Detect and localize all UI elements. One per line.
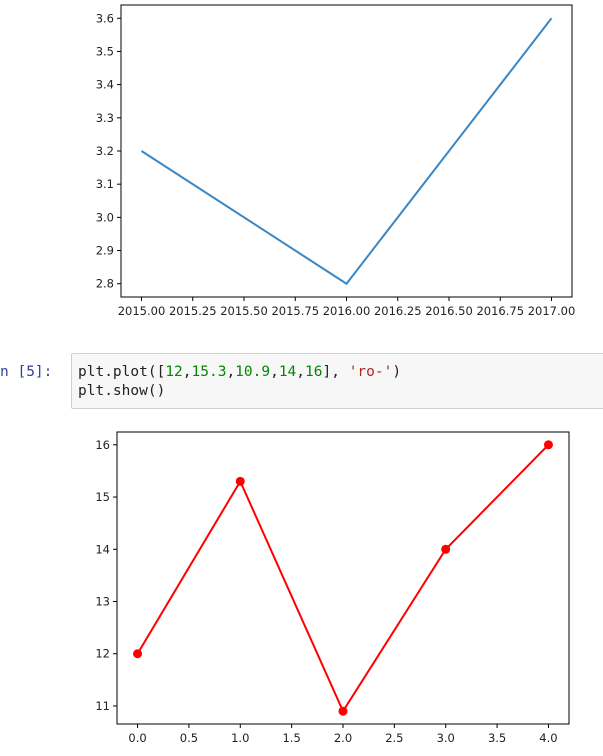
data-point (133, 649, 143, 659)
y-tick-label: 3.4 (96, 78, 114, 92)
x-tick-label: 2016.50 (425, 304, 473, 318)
plot-area-frame (120, 4, 573, 298)
y-tick-label: 3.2 (96, 144, 114, 158)
line-chart-2: 11 12 13 14 15 16 0.0 0.5 1.0 1.5 2.0 2.5 3.0 3.5 4.0 (95, 431, 570, 745)
data-point (441, 544, 451, 554)
y-tick-label: 15 (95, 490, 110, 504)
y-tick-label: 11 (95, 699, 110, 713)
x-tick-label: 2016.00 (323, 304, 371, 318)
y-tick-label: 3.6 (96, 11, 114, 25)
cell-prompt: n [5]: (0, 364, 53, 380)
x-tick-label: 1.5 (282, 731, 300, 745)
code-cell-input[interactable]: plt.plot([12,15.3,10.9,14,16], 'ro-') pl… (71, 353, 603, 409)
x-tick-label: 1.0 (231, 731, 249, 745)
x-tick-label: 0.0 (128, 731, 146, 745)
data-point (235, 476, 245, 486)
series-line (140, 17, 553, 286)
x-tick-label: 2015.25 (169, 304, 217, 318)
series-line (136, 444, 550, 714)
y-tick-label: 3.1 (96, 177, 114, 191)
x-tick-label: 3.0 (437, 731, 455, 745)
x-tick-label: 3.5 (488, 731, 506, 745)
x-tick-label: 0.5 (180, 731, 198, 745)
y-tick-label: 16 (95, 438, 110, 452)
y-tick-label: 3.3 (96, 111, 114, 125)
line-chart-1: 2.82.93.03.13.23.33.43.53.6 2015.00 2015.… (96, 4, 576, 318)
y-tick-label: 13 (95, 595, 110, 609)
y-tick-label: 14 (95, 542, 110, 556)
x-tick-label: 2016.75 (476, 304, 524, 318)
x-tick-label: 2016.25 (374, 304, 422, 318)
y-tick-label: 2.8 (96, 277, 114, 291)
x-tick-label: 4.0 (539, 731, 557, 745)
y-tick-label: 12 (95, 647, 110, 661)
x-tick-label: 2017.00 (528, 304, 576, 318)
code-line-1: plt.plot([12,15.3,10.9,14,16], 'ro-') (78, 364, 402, 380)
plot-area-frame (116, 431, 570, 725)
data-point (338, 706, 348, 716)
y-tick-label: 3.5 (96, 44, 114, 58)
x-tick-label: 2.5 (385, 731, 403, 745)
code-line-2: plt.show() (78, 383, 166, 399)
y-tick-label: 3.0 (96, 210, 114, 224)
x-tick-label: 2.0 (334, 731, 352, 745)
x-tick-label: 2015.75 (271, 304, 319, 318)
x-tick-label: 2015.50 (220, 304, 268, 318)
x-tick-label: 2015.00 (118, 304, 166, 318)
data-point (543, 440, 553, 450)
y-tick-label: 2.9 (96, 244, 114, 258)
